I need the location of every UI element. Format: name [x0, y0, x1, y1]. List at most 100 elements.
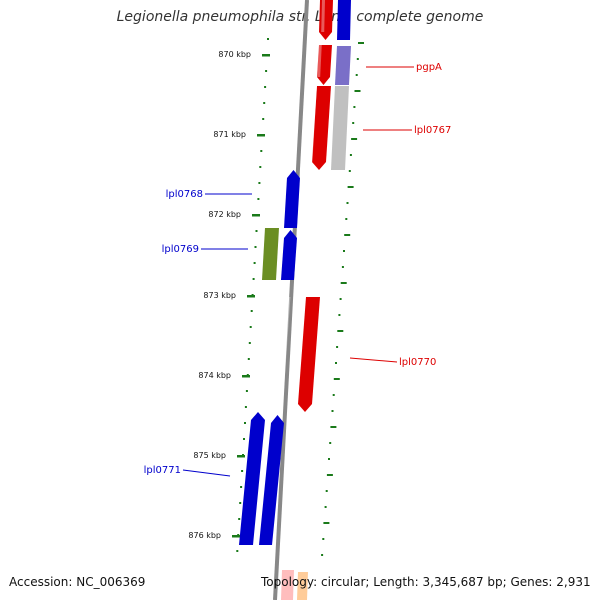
- ruler-tick: [242, 375, 250, 378]
- track-dot: [353, 106, 356, 108]
- ruler-dot: [254, 246, 257, 248]
- track-dot: [333, 378, 340, 380]
- ruler-tick: [252, 214, 260, 217]
- track-dot: [340, 282, 347, 284]
- track-dot: [344, 234, 351, 236]
- track-dot: [347, 186, 354, 188]
- track-dot: [356, 58, 359, 60]
- gene-block: [297, 572, 308, 600]
- gene-label-lpl0768: lpl0768: [166, 189, 203, 200]
- track-dot: [325, 490, 328, 492]
- track-dot: [345, 218, 348, 220]
- ruler-dot: [265, 70, 268, 72]
- genome-stats-text: Topology: circular; Length: 3,345,687 bp…: [261, 575, 591, 589]
- ruler-tick-label: 873 kbp: [203, 291, 236, 300]
- ruler-dot: [257, 198, 260, 200]
- ruler-dot: [264, 86, 267, 88]
- ruler-dot: [238, 518, 241, 520]
- track-dot: [332, 394, 335, 396]
- track-dot: [329, 442, 332, 444]
- ruler-dot: [244, 406, 247, 408]
- ruler-dot: [252, 278, 255, 280]
- track-dot: [321, 554, 324, 556]
- ruler-tick: [257, 134, 265, 137]
- gene-block: [281, 570, 294, 600]
- track-dot: [324, 506, 327, 508]
- ruler-dot: [243, 438, 245, 440]
- track-dot: [343, 250, 345, 252]
- gene-label-lpl0771: lpl0771: [144, 465, 181, 476]
- track-dot: [348, 170, 351, 172]
- gene-block: [335, 46, 351, 85]
- ruler-dot: [236, 550, 239, 552]
- track-dot: [328, 458, 330, 460]
- ruler-dot: [267, 38, 269, 40]
- track-dot: [322, 538, 325, 540]
- ruler-dot: [260, 150, 263, 152]
- track-dot: [351, 138, 358, 140]
- ruler-dot: [247, 358, 250, 360]
- ruler-tick: [237, 455, 245, 458]
- gene-arrow-lpl0770: [298, 297, 320, 412]
- ruler-tick-label: 870 kbp: [218, 50, 251, 59]
- genome-backbone: [273, 0, 309, 600]
- accession-text: Accession: NC_006369: [9, 575, 146, 589]
- ruler-tick-label: 872 kbp: [208, 210, 241, 219]
- gene-arrow-lpl0771: [239, 412, 265, 545]
- track-dot: [358, 42, 364, 44]
- track-dot: [346, 202, 349, 204]
- right-track-dots: [321, 42, 364, 556]
- ruler-dot: [239, 502, 242, 504]
- ruler-dot: [263, 102, 266, 104]
- gene-arrow-lpl0767: [312, 86, 331, 170]
- gene-arrow-lpl0771b: [259, 415, 284, 545]
- gene-arrow-pgpA: [317, 45, 332, 85]
- gene-label-lpl0767: lpl0767: [414, 125, 451, 136]
- page-title: Legionella pneumophila str. Lens, comple…: [116, 9, 484, 25]
- ruler-ticks: 870 kbp 871 kbp 872 kbp 873 kbp 874 kbp 875 k…: [188, 50, 270, 540]
- ruler-dot: [259, 166, 262, 168]
- gene-arrow-lpl0767-highlight: [309, 86, 317, 162]
- ruler-dot: [262, 118, 265, 120]
- gene-leader-line: [182, 469, 231, 477]
- gene-label-pgpA: pgpA: [416, 62, 442, 73]
- gene-arrow: [319, 0, 333, 40]
- gene-arrow-lpl0770-highlight: [279, 297, 291, 404]
- track-dot: [339, 298, 342, 300]
- track-dot: [354, 90, 361, 92]
- ruler-dot: [258, 182, 261, 184]
- ruler-dot: [250, 310, 253, 312]
- track-dot: [336, 346, 339, 348]
- ruler-tick-label: 874 kbp: [198, 371, 231, 380]
- track-dot: [331, 410, 334, 412]
- ruler-tick: [232, 535, 240, 538]
- ruler-dot: [249, 326, 252, 328]
- ruler-dot: [245, 390, 248, 392]
- track-dot: [326, 474, 333, 476]
- ruler-tick-label: 876 kbp: [188, 531, 221, 540]
- ruler-dot: [244, 422, 246, 424]
- ruler-dot: [240, 486, 243, 488]
- ruler-dot: [241, 470, 244, 472]
- track-dot: [330, 426, 337, 428]
- track-dot: [335, 362, 337, 364]
- ruler-dot: [253, 262, 256, 264]
- track-dot: [349, 154, 352, 156]
- ruler-tick-label: 875 kbp: [193, 451, 226, 460]
- track-dot: [338, 314, 341, 316]
- track-dot: [337, 330, 344, 332]
- ruler-tick: [247, 295, 255, 298]
- gene-label-lpl0769: lpl0769: [162, 244, 199, 255]
- track-dot: [355, 74, 358, 76]
- track-dot: [341, 266, 344, 268]
- gene-arrow-lpl0769: [281, 230, 297, 280]
- track-dot: [323, 522, 330, 524]
- gene-label-lpl0770: lpl0770: [399, 357, 436, 368]
- ruler-dot: [248, 342, 251, 344]
- gene-leader-line: [349, 357, 398, 363]
- gene-arrow-lpl0768: [284, 170, 300, 228]
- gene-block: [337, 0, 351, 40]
- gene-arrow-pgpA-highlight: [317, 45, 322, 77]
- ruler-tick: [262, 54, 270, 57]
